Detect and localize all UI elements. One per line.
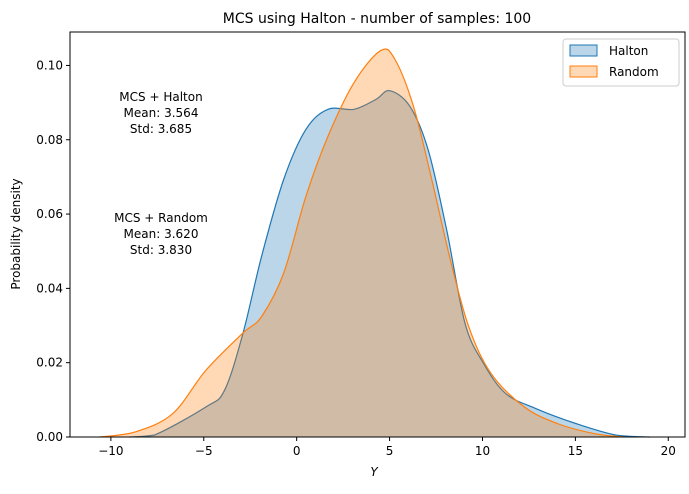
x-tick-label: 15: [568, 444, 583, 458]
kde-fill-halton: [129, 90, 650, 437]
annotation-line: Std: 3.685: [130, 122, 192, 136]
y-tick-label: 0.02: [36, 356, 63, 370]
annotation-line: Mean: 3.564: [124, 106, 199, 120]
x-tick-label: 0: [293, 444, 301, 458]
y-tick-label: 0.00: [36, 430, 63, 444]
x-tick-label: 10: [475, 444, 490, 458]
legend-box: [562, 38, 680, 87]
kde-line-random: [99, 48, 624, 438]
annotation-line: Mean: 3.620: [124, 227, 199, 241]
annotation-line: Std: 3.830: [130, 243, 192, 257]
y-tick-label: 0.04: [36, 281, 63, 295]
y-tick-label: 0.08: [36, 133, 63, 147]
x-axis-label: Y: [370, 465, 379, 479]
plot-frame: [69, 31, 686, 438]
x-tick-label: 20: [661, 444, 676, 458]
annotation-halton: MCS + Halton Mean: 3.564 Std: 3.685: [119, 90, 202, 136]
legend-label-halton: Halton: [609, 44, 648, 58]
annotation-line: MCS + Halton: [119, 90, 202, 104]
legend-swatch-halton: [569, 44, 598, 57]
legend-swatch-random: [569, 65, 598, 78]
y-tick-label: 0.10: [36, 58, 63, 72]
y-tick-label: 0.06: [36, 207, 63, 221]
annotation-line: MCS + Random: [114, 211, 208, 225]
legend: Halton Random: [562, 38, 680, 87]
annotation-random: MCS + Random Mean: 3.620 Std: 3.830: [114, 211, 208, 257]
x-tick-label: −5: [195, 444, 213, 458]
x-tick-label: 5: [386, 444, 394, 458]
chart-title: MCS using Halton - number of samples: 10…: [223, 11, 531, 27]
y-axis-label: Probability density: [9, 178, 23, 289]
kde-fill-random: [99, 48, 624, 437]
legend-label-random: Random: [609, 65, 659, 79]
x-tick-label: −10: [98, 444, 123, 458]
